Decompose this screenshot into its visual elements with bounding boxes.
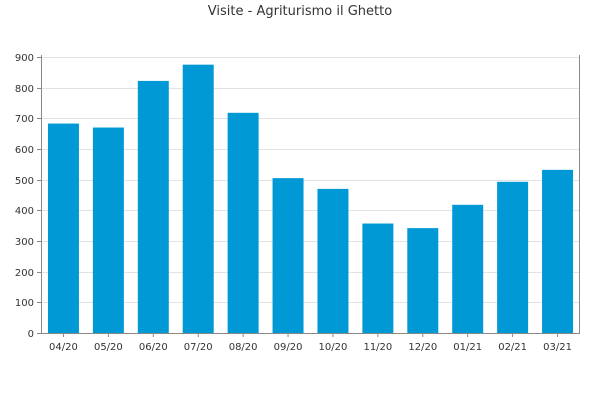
- gridlines: [41, 57, 580, 303]
- x-tick-label: 06/20: [139, 342, 168, 353]
- bar-06-20: [137, 80, 169, 333]
- y-tick-label: 400: [15, 206, 34, 217]
- y-tick-label: 800: [15, 84, 34, 95]
- y-tick-label: 200: [15, 268, 34, 279]
- bar-01-21: [452, 204, 484, 333]
- y-tick-label: 900: [15, 53, 34, 64]
- x-tick-label: 12/20: [408, 342, 437, 353]
- x-tick-label: 08/20: [229, 342, 258, 353]
- bar-07-20: [182, 64, 214, 334]
- bars: [47, 64, 574, 334]
- x-tick-label: 02/21: [498, 342, 527, 353]
- bar-10-20: [317, 188, 349, 333]
- y-tick-label: 100: [15, 298, 34, 309]
- y-tick-label: 0: [28, 329, 34, 340]
- chart-title: Visite - Agriturismo il Ghetto: [208, 4, 392, 19]
- axes: [37, 55, 580, 337]
- y-tick-label: 300: [15, 237, 34, 248]
- x-tick-label: 03/21: [543, 342, 572, 353]
- x-axis-tick-labels: 04/20 05/20 06/20 07/20 08/20 09/20 10/20 11/20…: [49, 342, 572, 353]
- y-axis-tick-labels: 0 100 200 300 400 500 600 700 800 900: [15, 53, 34, 340]
- bar-12-20: [407, 228, 439, 333]
- y-tick-label: 700: [15, 114, 34, 125]
- x-tick-label: 05/20: [94, 342, 123, 353]
- bar-04-20: [47, 123, 79, 333]
- bar-11-20: [362, 223, 394, 333]
- y-tick-label: 600: [15, 145, 34, 156]
- x-tick-label: 11/20: [363, 342, 392, 353]
- x-tick-label: 10/20: [319, 342, 348, 353]
- bar-05-20: [92, 127, 124, 333]
- bar-08-20: [227, 112, 259, 333]
- bar-03-21: [542, 169, 574, 333]
- bar-02-21: [497, 181, 529, 333]
- y-tick-label: 500: [15, 176, 34, 187]
- x-tick-label: 01/21: [453, 342, 482, 353]
- x-tick-label: 04/20: [49, 342, 78, 353]
- x-tick-label: 09/20: [274, 342, 303, 353]
- bar-09-20: [272, 178, 304, 333]
- x-tick-label: 07/20: [184, 342, 213, 353]
